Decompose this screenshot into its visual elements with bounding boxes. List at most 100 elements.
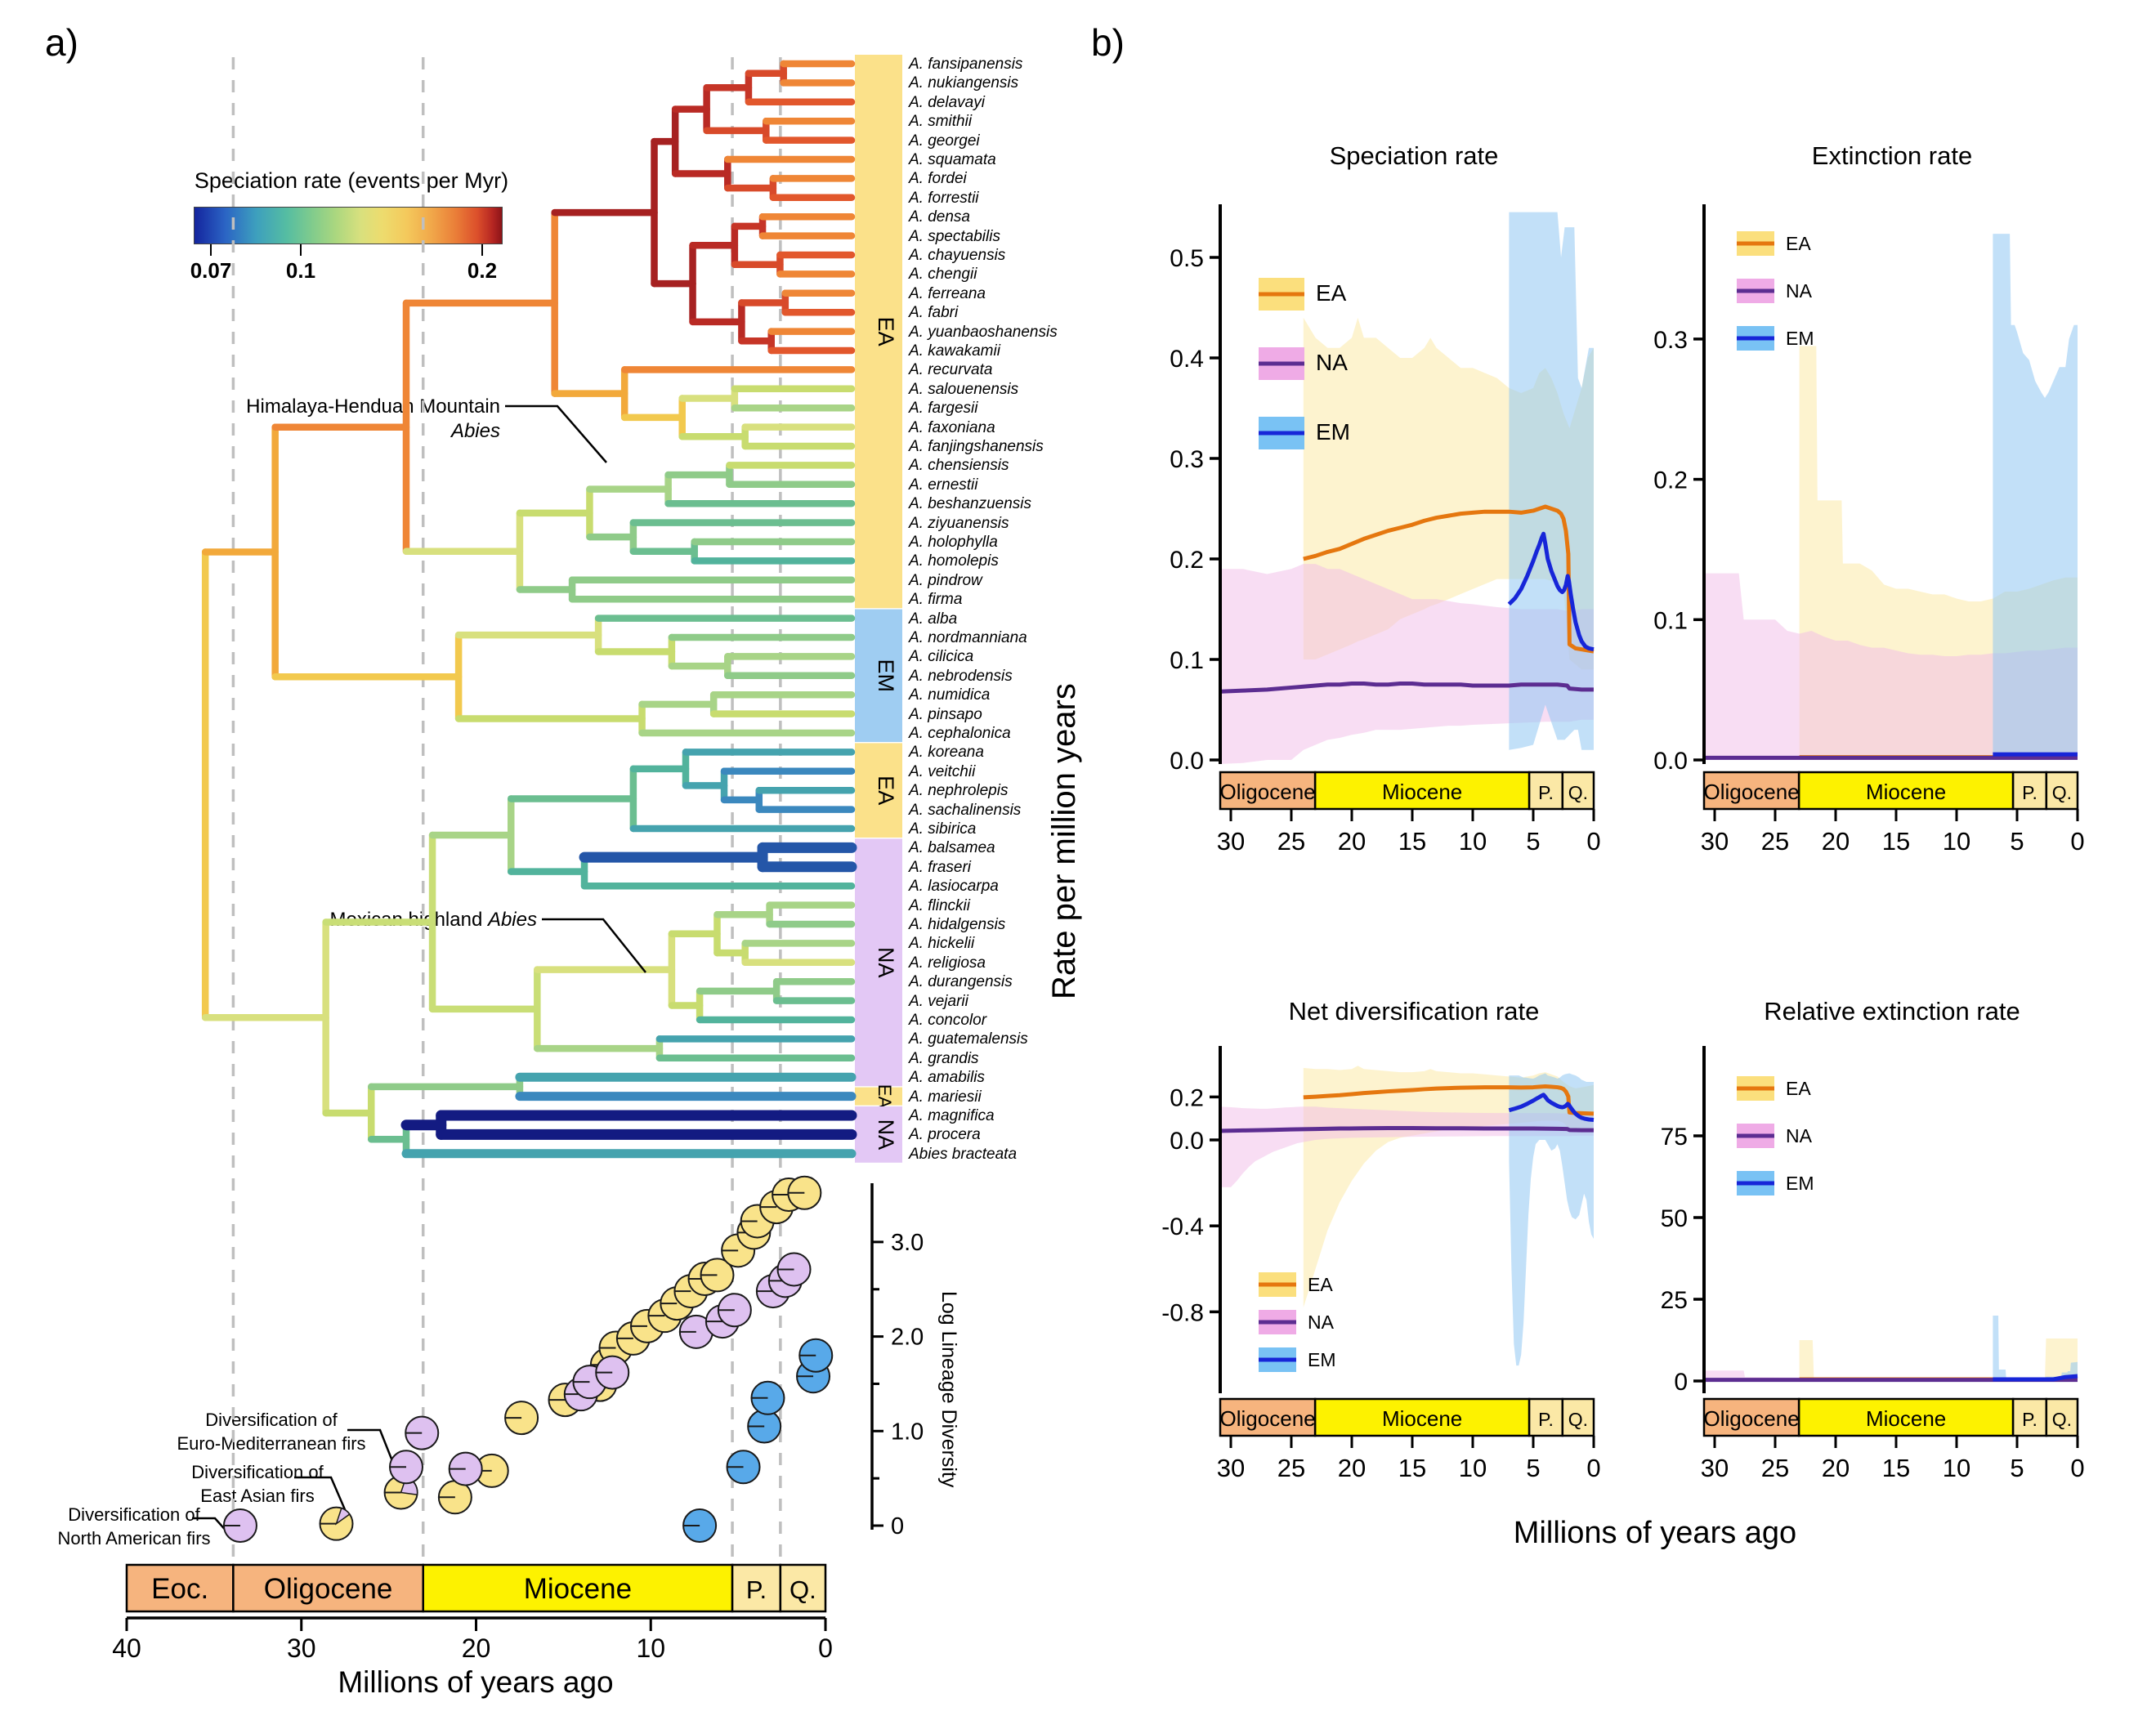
species-label: A. cephalonica <box>909 725 1011 742</box>
axis-tick-label: 0.4 <box>1170 346 1204 373</box>
species-label: A. nukiangensis <box>909 74 1019 92</box>
group-band-label: EA <box>874 775 898 805</box>
species-label: A. veitchii <box>909 762 976 780</box>
axis-tick-label: 0.2 <box>1170 547 1204 574</box>
species-label: A. homolepis <box>909 552 999 570</box>
subplot-speciation_rate: 0.0 0.1 0.2 0.3 0.4 0.5 Oligocene Miocene P. Q. 30… <box>1170 204 1601 856</box>
colorbar-tick-label: 0.1 <box>285 258 316 283</box>
species-label: A. alba <box>909 610 958 628</box>
axis-tick-label: 75 <box>1661 1124 1688 1151</box>
axis-tick-label: 25 <box>1761 827 1789 856</box>
axis-tick-label: 5 <box>2010 827 2024 856</box>
group-bands: EA EM EA NA EA NA <box>855 55 902 1163</box>
axis-tick-label: -0.4 <box>1161 1213 1204 1240</box>
era-label: Miocene <box>1866 780 1946 804</box>
species-label: A. magnifica <box>909 1107 995 1124</box>
annotation-himalaya-hengduan: Himalaya-Henduan Mountain Abies <box>246 395 500 442</box>
species-label: A. numidica <box>909 686 991 704</box>
panel-b-x-axis-label: Millions of years ago <box>1513 1516 1797 1550</box>
group-band-label: EA <box>874 1084 895 1109</box>
axis-tick-label: 20 <box>462 1633 491 1663</box>
colorbar-tick <box>210 244 212 256</box>
axis-tick-label: 0 <box>818 1633 833 1663</box>
species-label: A. fanjingshanensis <box>909 438 1044 455</box>
legend-label: NA <box>1316 350 1348 375</box>
species-label: A. chensiensis <box>909 457 1009 475</box>
species-label: A. durangensis <box>909 973 1013 991</box>
era-label: P. <box>2022 1409 2037 1430</box>
axis-tick-label: 0.0 <box>1170 1128 1204 1155</box>
era-label: Miocene <box>1866 1406 1946 1431</box>
axis-tick-label: 10 <box>1459 1454 1487 1482</box>
colorbar-tick-label: 0.07 <box>190 258 232 283</box>
species-label: A. nephrolepis <box>909 782 1009 800</box>
group-band-label: NA <box>874 1119 898 1151</box>
axis-tick-label: 10 <box>1943 1454 1970 1482</box>
species-label: Abies bracteata <box>909 1145 1018 1163</box>
axis-tick-label: 20 <box>1822 827 1850 856</box>
annotation-east-asian: Diversification of East Asian firs <box>191 1462 324 1506</box>
annotation-north-american: Diversification of North American firs <box>57 1504 211 1548</box>
species-label: A. balsamea <box>909 839 995 857</box>
axis-tick-label: 5 <box>1526 1454 1540 1482</box>
era-label: Oligocene <box>1220 1406 1316 1431</box>
species-label: A. chayuensis <box>909 247 1006 264</box>
species-label: A. pinsapo <box>909 705 982 723</box>
era-label: Miocene <box>524 1573 632 1605</box>
axis-tick-label: 25 <box>1277 1454 1305 1482</box>
legend-label: EA <box>1308 1274 1333 1295</box>
legend-label: EM <box>1786 328 1814 349</box>
species-label: A. mariesii <box>909 1088 982 1106</box>
group-band-label: EA <box>874 317 898 346</box>
legend-label: NA <box>1786 1125 1813 1146</box>
species-label: A. densa <box>909 208 970 226</box>
axis-tick-label: 0.3 <box>1170 446 1204 473</box>
era-label: Oligocene <box>264 1573 393 1605</box>
species-label: A. procera <box>909 1126 981 1144</box>
axis-tick-label: -0.8 <box>1161 1299 1204 1326</box>
axis-tick-label: 0 <box>2070 827 2084 856</box>
species-label: A. delavayi <box>909 93 985 111</box>
legend-label: NA <box>1308 1312 1335 1333</box>
group-band-label: NA <box>874 947 898 978</box>
colorbar-tick-label: 0.2 <box>467 258 498 283</box>
species-label: A. kawakamii <box>909 342 1000 360</box>
species-label: A. flinckii <box>909 896 970 914</box>
era-label: Q. <box>789 1575 816 1604</box>
legend-label: EA <box>1786 1078 1811 1099</box>
era-label: Oligocene <box>1704 780 1800 804</box>
axis-tick-label: 10 <box>1943 827 1970 856</box>
era-label: Q. <box>1568 1409 1588 1430</box>
timescale-a: Eoc. Oligocene Miocene P. Q. 40 30 20 10 0 <box>112 1563 833 1663</box>
colorbar-tick <box>300 244 302 256</box>
axis-tick-label: 20 <box>1338 827 1366 856</box>
panel-b-label: b) <box>1091 21 1125 64</box>
axis-tick-label: 50 <box>1661 1205 1688 1232</box>
axis-tick-label: 30 <box>1701 827 1729 856</box>
species-label: A. forrestii <box>909 189 979 207</box>
axis-tick-label: 40 <box>112 1633 141 1663</box>
species-label: A. fordei <box>909 170 967 188</box>
legend-label: EA <box>1316 280 1347 306</box>
axis-tick-label: 30 <box>287 1633 316 1663</box>
ltt-axis: 0 1.0 2.0 3.0 <box>870 1183 924 1540</box>
axis-tick-label: 0.3 <box>1653 327 1688 354</box>
axis-tick-label: 15 <box>1882 827 1910 856</box>
axis-tick-label: 5 <box>2010 1454 2024 1482</box>
axis-tick-label: 25 <box>1661 1287 1688 1314</box>
axis-tick-label: 20 <box>1338 1454 1366 1482</box>
axis-tick-label: 15 <box>1398 827 1426 856</box>
axis-tick-label: 0 <box>1674 1369 1688 1396</box>
axis-tick-label: 0.2 <box>1170 1084 1204 1111</box>
era-label: Miocene <box>1382 1406 1462 1431</box>
axis-tick-label: 0.2 <box>1653 467 1688 494</box>
axis-tick-label: 0.1 <box>1653 607 1688 634</box>
species-label: A. nordmanniana <box>909 629 1027 646</box>
subplot-title-relative-extinction: Relative extinction rate <box>1764 997 2020 1026</box>
axis-tick-label: 30 <box>1217 827 1245 856</box>
species-label: A. religiosa <box>909 954 986 972</box>
legend-label: NA <box>1786 280 1813 302</box>
subplot-net_diversification_rate: 0.2 0.0 -0.4 -0.8 Oligocene Miocene P. Q. 30 25 20… <box>1161 1046 1601 1482</box>
